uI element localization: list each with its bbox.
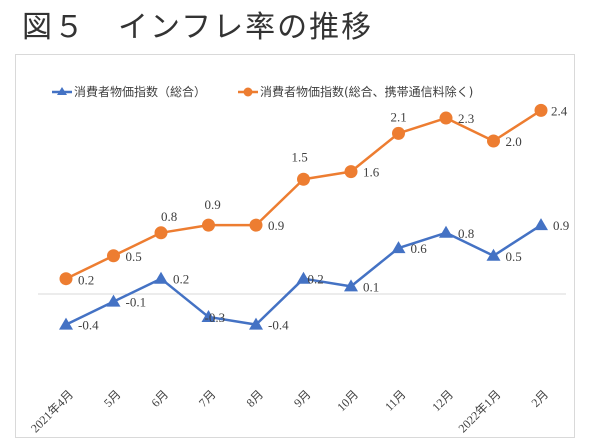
- data-point-circle: [249, 218, 263, 232]
- x-tick-label: 7月: [196, 387, 219, 410]
- x-tick-label: 10月: [334, 387, 361, 414]
- legend-label: 消費者物価指数(総合、携帯通信料除く): [260, 84, 473, 99]
- data-label: -0.1: [126, 295, 147, 310]
- data-label: 1.5: [292, 149, 308, 164]
- data-label: 0.9: [268, 218, 284, 233]
- x-tick-label: 2月: [528, 387, 551, 410]
- data-point-circle: [487, 134, 500, 148]
- x-tick-label: 5月: [101, 387, 124, 410]
- x-tick-label: 6月: [148, 387, 171, 410]
- data-point-circle: [439, 111, 453, 125]
- data-label: 2.4: [551, 103, 568, 118]
- x-tick-label: 2022年1月: [456, 387, 504, 435]
- data-label: 0.9: [205, 197, 221, 212]
- data-point-triangle: [344, 279, 358, 292]
- data-label: 0.8: [161, 209, 177, 224]
- data-point-circle: [297, 172, 310, 186]
- data-label: 0.6: [411, 241, 428, 256]
- figure-title: 図５ インフレ率の推移: [22, 10, 374, 45]
- data-point-triangle: [391, 241, 406, 254]
- data-point-triangle: [534, 218, 548, 231]
- data-label: 2.1: [391, 109, 407, 124]
- x-tick-label: 11月: [382, 387, 409, 414]
- data-point-circle: [392, 126, 405, 140]
- data-label: -0.4: [78, 318, 99, 333]
- data-point-triangle: [249, 317, 263, 330]
- data-point-triangle: [201, 309, 216, 322]
- data-label: 2.3: [458, 111, 474, 126]
- data-label: 2.0: [506, 134, 522, 149]
- legend-label: 消費者物価指数（総合）: [74, 84, 206, 99]
- data-point-circle: [534, 103, 548, 117]
- data-label: 0.2: [173, 272, 189, 287]
- data-point-circle: [154, 226, 168, 240]
- data-label: 0.1: [363, 279, 379, 294]
- data-point-triangle: [486, 248, 501, 261]
- data-label: 0.5: [126, 249, 142, 264]
- legend-marker-triangle: [57, 87, 67, 95]
- data-label: 0.2: [308, 272, 324, 287]
- data-point-triangle: [296, 271, 311, 284]
- data-point-triangle: [59, 317, 73, 330]
- data-point-circle: [202, 218, 215, 232]
- data-label: 0.8: [458, 226, 474, 241]
- x-tick-label: 9月: [291, 387, 314, 410]
- data-label: -0.4: [268, 318, 289, 333]
- data-point-triangle: [439, 225, 453, 238]
- data-point-triangle: [154, 271, 168, 284]
- data-point-circle: [344, 165, 358, 179]
- chart-frame: [15, 54, 575, 438]
- data-label: -0.3: [205, 310, 226, 325]
- x-tick-label: 12月: [429, 387, 456, 414]
- x-tick-label: 8月: [243, 387, 266, 410]
- data-label: 0.5: [506, 249, 522, 264]
- legend-marker-circle: [243, 87, 253, 97]
- data-label: 0.2: [78, 273, 94, 288]
- data-point-circle: [107, 249, 120, 263]
- data-label: 0.9: [553, 218, 569, 233]
- data-label: 1.6: [363, 165, 380, 180]
- data-point-triangle: [106, 294, 121, 307]
- x-tick-label: 2021年4月: [28, 387, 76, 435]
- data-point-circle: [59, 272, 73, 286]
